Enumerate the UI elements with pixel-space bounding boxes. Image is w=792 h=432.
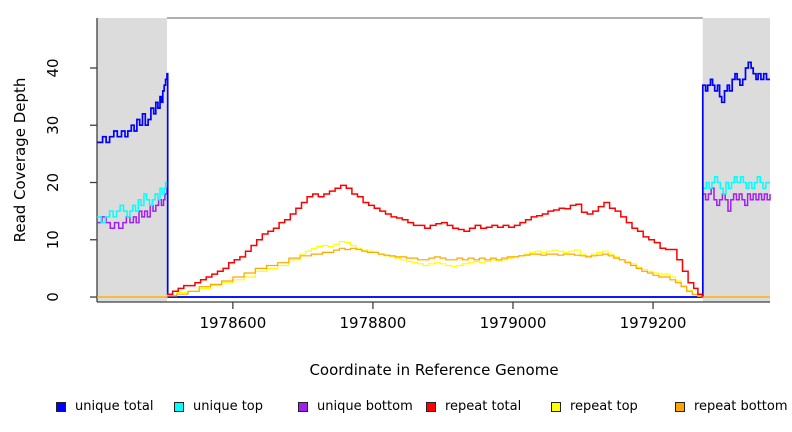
x-tick-label: 1979000 bbox=[480, 314, 547, 332]
repeat-bottom-swatch-icon bbox=[675, 402, 685, 412]
legend-label: repeat total bbox=[445, 399, 522, 414]
unique-region-shade-right bbox=[702, 18, 770, 302]
unique-bottom-swatch-icon bbox=[298, 402, 308, 412]
legend-item-repeat-top: repeat top bbox=[551, 398, 638, 416]
legend-item-unique-bottom: unique bottom bbox=[298, 398, 413, 416]
legend-item-unique-total: unique total bbox=[56, 398, 153, 416]
x-tick-label: 1978600 bbox=[199, 314, 266, 332]
legend-label: repeat bottom bbox=[694, 399, 788, 414]
y-tick-label: 10 bbox=[44, 230, 62, 249]
y-tick-label: 40 bbox=[44, 58, 62, 77]
x-tick-label: 1979200 bbox=[620, 314, 687, 332]
x-tick-label: 1978800 bbox=[340, 314, 407, 332]
legend-item-repeat-bottom: repeat bottom bbox=[675, 398, 788, 416]
y-tick-label: 0 bbox=[44, 292, 62, 302]
legend-label: unique top bbox=[193, 399, 264, 414]
series-unique-top-line bbox=[97, 176, 770, 298]
unique-total-swatch-icon bbox=[56, 402, 66, 412]
x-axis-title: Coordinate in Reference Genome bbox=[309, 361, 559, 379]
legend: unique total unique top unique bottom re… bbox=[0, 398, 792, 418]
legend-item-repeat-total: repeat total bbox=[426, 398, 521, 416]
legend-item-unique-top: unique top bbox=[174, 398, 263, 416]
legend-label: unique bottom bbox=[317, 399, 413, 414]
series-repeat-bottom-line bbox=[97, 247, 770, 298]
y-tick-label: 30 bbox=[44, 116, 62, 135]
series-unique-bottom-line bbox=[97, 187, 771, 298]
unique-region-shade-left bbox=[97, 18, 168, 302]
legend-label: unique total bbox=[75, 399, 154, 414]
repeat-total-swatch-icon bbox=[426, 402, 436, 412]
series-unique-total-line bbox=[97, 61, 770, 298]
y-tick-label: 20 bbox=[44, 173, 62, 192]
legend-label: repeat top bbox=[570, 399, 638, 414]
y-axis-title: Read Coverage Depth bbox=[11, 77, 29, 243]
series-repeat-total-line bbox=[167, 184, 703, 297]
repeat-top-swatch-icon bbox=[551, 402, 561, 412]
unique-top-swatch-icon bbox=[174, 402, 184, 412]
